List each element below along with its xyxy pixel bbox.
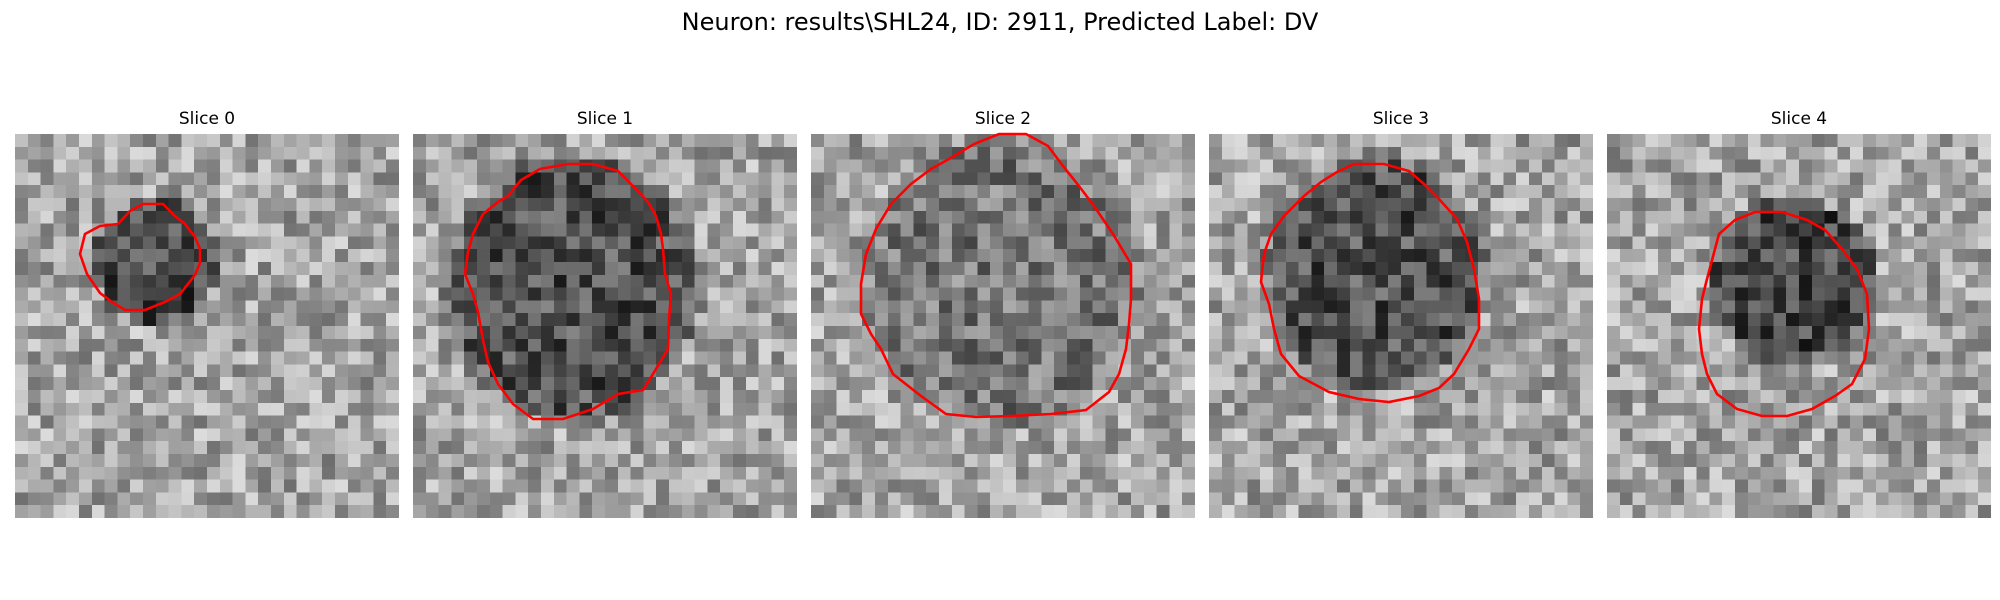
slice-image-2 (811, 132, 1195, 518)
slice-4-contour-line (1697, 210, 1871, 418)
slice-image-0 (15, 134, 399, 518)
slice-image-4 (1607, 134, 1991, 518)
slice-title-3: Slice 3 (1372, 109, 1430, 129)
slice-title-1: Slice 1 (576, 109, 634, 129)
slice-panel-3: Slice 3 (1209, 108, 1593, 518)
slice-3-contour-line (1259, 162, 1481, 404)
slice-image-1 (413, 134, 797, 518)
slice-panel-1: Slice 1 (413, 108, 797, 518)
slice-panel-0: Slice 0 (15, 108, 399, 518)
slice-2-contour-line (859, 132, 1133, 419)
slice-2-grayscale-image (811, 134, 1195, 518)
slice-0-roi-contour (78, 202, 202, 312)
slice-0-grayscale-image (15, 134, 399, 518)
slice-3-roi-contour (1259, 162, 1481, 404)
slice-panel-2: Slice 2 (811, 108, 1195, 518)
slice-1-roi-contour (463, 162, 673, 421)
slice-title-0: Slice 0 (178, 109, 236, 129)
slice-1-contour-line (463, 162, 673, 421)
figure-title: Neuron: results\SHL24, ID: 2911, Predict… (681, 8, 1319, 36)
slice-4-grayscale-image (1607, 134, 1991, 518)
slice-image-3 (1209, 134, 1593, 518)
slice-2-roi-contour (859, 132, 1133, 419)
slice-title-2: Slice 2 (974, 109, 1032, 129)
slice-0-contour-line (78, 202, 202, 312)
slice-panel-4: Slice 4 (1607, 108, 1991, 518)
slice-4-roi-contour (1697, 210, 1871, 418)
slice-title-4: Slice 4 (1770, 109, 1828, 129)
slice-1-grayscale-image (413, 134, 797, 518)
